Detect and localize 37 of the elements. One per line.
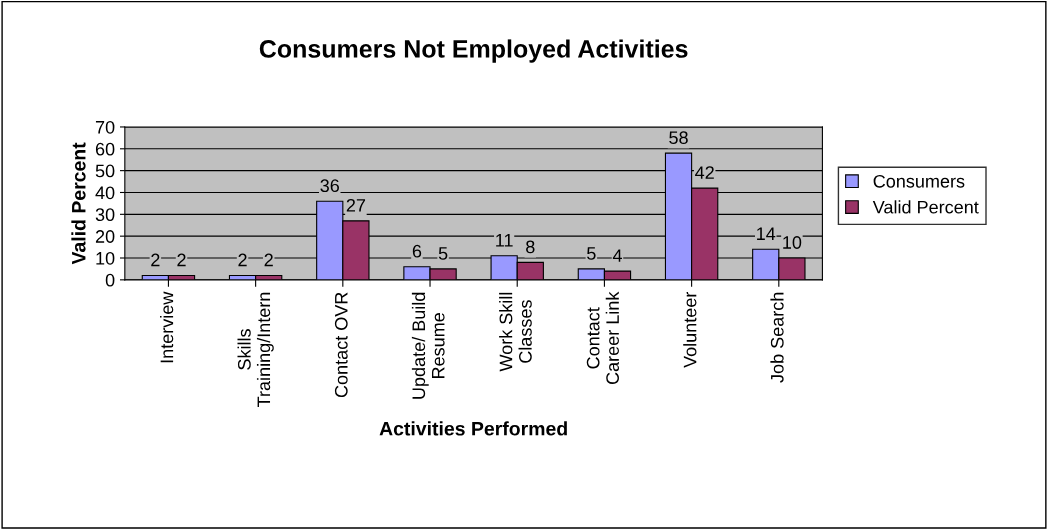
legend-label: Consumers — [873, 174, 965, 188]
data-label: 5 — [587, 247, 596, 260]
y-tick-label: 60 — [95, 142, 115, 156]
data-label: 2 — [264, 253, 273, 267]
data-label: 2 — [151, 253, 160, 267]
data-label: 14 — [757, 227, 776, 240]
y-tick-label: 70 — [95, 120, 115, 134]
data-label: 42 — [695, 166, 714, 179]
x-tick-label: Interview — [160, 291, 174, 363]
data-label: 10 — [783, 236, 802, 249]
y-tick-label: 30 — [95, 208, 115, 222]
y-axis-title: Valid Percent — [71, 142, 86, 265]
data-label: 27 — [346, 198, 366, 212]
data-label: 58 — [669, 131, 688, 145]
x-tick-label: Contact OVR — [334, 292, 348, 398]
x-tick-label: Skills Training/Intern — [237, 292, 274, 407]
data-label: 2 — [238, 253, 247, 267]
y-tick-label: 40 — [95, 186, 115, 200]
y-tick-label: 10 — [96, 251, 115, 265]
x-tick-label: Update/ Build Resume — [411, 292, 445, 399]
y-tick-label: 0 — [105, 273, 115, 287]
x-axis-title: Activities Performed — [379, 421, 567, 436]
data-label: 11 — [496, 234, 513, 247]
legend-label: Valid Percent — [872, 200, 979, 214]
x-tick-label: Volunteer — [683, 291, 697, 368]
x-tick-label: Contact Career Link — [586, 291, 619, 385]
x-tick-label: Work Skill Classes — [499, 292, 532, 372]
y-tick-label: 50 — [95, 164, 115, 178]
data-label: 4 — [612, 249, 622, 262]
data-label: 6 — [412, 244, 422, 258]
data-label: 5 — [438, 247, 448, 260]
data-label: 2 — [177, 253, 186, 267]
x-tick-label: Job Search — [770, 292, 784, 383]
data-label: 8 — [526, 240, 535, 254]
chart-title: Consumers Not Employed Activities — [259, 39, 688, 63]
data-label: 36 — [320, 179, 339, 193]
y-tick-label: 20 — [95, 230, 115, 243]
